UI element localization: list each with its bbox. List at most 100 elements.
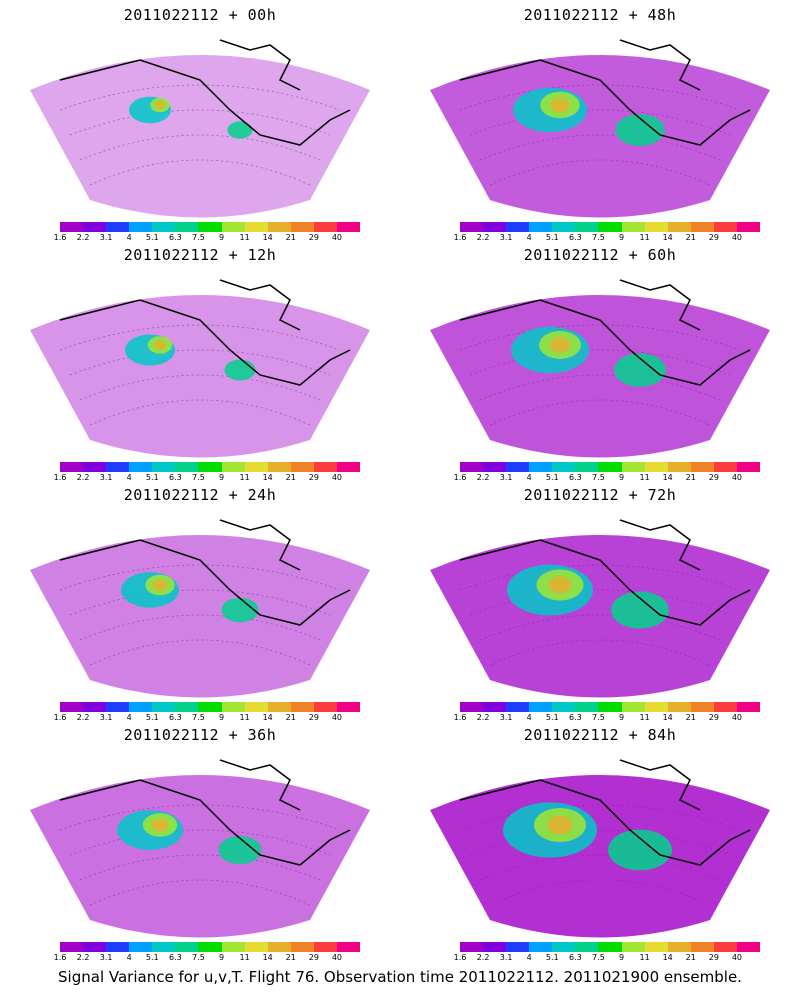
colorbar-swatch: [313, 942, 337, 952]
colorbar-swatch: [552, 702, 576, 712]
coastline: [219, 39, 301, 91]
colorbar-label: 2.2: [476, 713, 490, 722]
colorbar-label: 4: [126, 713, 132, 722]
colorbar-swatch: [129, 222, 153, 232]
colorbar-swatch: [106, 702, 130, 712]
variance-field: [30, 535, 370, 698]
colorbar-label: 7.5: [592, 233, 605, 242]
colorbar-swatch: [175, 222, 199, 232]
coastline: [219, 279, 301, 331]
colorbar-swatch: [736, 702, 761, 712]
colorbar-swatch: [175, 462, 199, 472]
variance-field: [430, 295, 770, 458]
colorbar-swatch: [175, 702, 199, 712]
colorbar-swatch: [736, 462, 761, 472]
colorbar-label: 11: [639, 473, 650, 482]
colorbar-swatch: [529, 942, 553, 952]
colorbar-label: 3.1: [499, 953, 513, 962]
variance-blob: [221, 597, 259, 623]
colorbar-swatch: [336, 942, 361, 952]
colorbar-label: 3.1: [99, 713, 113, 722]
coastline: [619, 519, 701, 571]
colorbar-swatch: [336, 462, 361, 472]
colorbar-swatch: [690, 222, 714, 232]
colorbar-label: 3.1: [99, 953, 113, 962]
colorbar-label: 9: [618, 953, 625, 962]
coastline: [219, 759, 301, 811]
colorbar-swatch: [290, 942, 314, 952]
colorbar-swatch: [336, 702, 361, 712]
colorbar-swatch: [713, 942, 737, 952]
coastline: [459, 779, 751, 866]
colorbar-swatch: [267, 942, 291, 952]
colorbar-swatch: [483, 942, 507, 952]
colorbar-label: 6.3: [169, 713, 182, 722]
colorbar-label: 3.1: [99, 473, 113, 482]
colorbar-label: 11: [239, 233, 250, 242]
colorbar-label: 29: [308, 713, 319, 722]
variance-blob: [614, 353, 666, 387]
colorbar-swatch: [598, 942, 622, 952]
colorbar-swatch: [552, 222, 576, 232]
colorbar-label: 6.3: [169, 233, 182, 242]
colorbar-swatch: [152, 222, 176, 232]
colorbar-swatch: [221, 222, 245, 232]
colorbar-swatch: [152, 462, 176, 472]
colorbar-swatch: [483, 222, 507, 232]
colorbar-label: 5.1: [545, 713, 559, 722]
colorbar-label: 40: [331, 713, 343, 722]
colorbar-swatch: [83, 702, 107, 712]
colorbar-swatch: [460, 702, 484, 712]
variance-blob: [611, 591, 669, 629]
colorbar-swatch: [460, 462, 484, 472]
colorbar-swatch: [60, 222, 84, 232]
panel-72h: 2011022112 + 72h 1.6 2.2 3.1 4 5.1 6.3 7.5 9 11 1…: [400, 480, 800, 725]
colorbar-label: 2.2: [76, 953, 90, 962]
colorbar-label: 14: [662, 953, 673, 962]
panel-title: 2011022112 + 60h: [523, 246, 677, 264]
colorbar-swatch: [621, 222, 645, 232]
colorbar-label: 2.2: [76, 233, 90, 242]
colorbar-swatch: [198, 462, 222, 472]
colorbar-label: 9: [218, 233, 225, 242]
colorbar-label: 7.5: [592, 713, 605, 722]
colorbar-swatch: [460, 222, 484, 232]
colorbar-swatch: [244, 222, 268, 232]
colorbar-label: 7.5: [192, 713, 205, 722]
colorbar-label: 14: [262, 473, 273, 482]
colorbar-swatch: [667, 942, 691, 952]
colorbar-swatches: [60, 942, 361, 952]
colorbar-label: 14: [662, 713, 673, 722]
variance-map: [430, 279, 770, 458]
colorbar-labels: 1.6 2.2 3.1 4 5.1 6.3 7.5 9 11 14 21 29 40: [54, 472, 360, 482]
colorbar-label: 40: [331, 473, 343, 482]
colorbar-label: 2.2: [476, 233, 490, 242]
colorbar-swatch: [506, 462, 530, 472]
colorbar-swatch: [713, 702, 737, 712]
variance-map: [430, 519, 770, 698]
colorbar-label: 29: [308, 953, 319, 962]
colorbar-label: 9: [218, 473, 225, 482]
variance-map: [30, 519, 370, 698]
colorbar-swatch: [644, 222, 668, 232]
variance-map: [430, 759, 770, 938]
colorbar-label: 29: [308, 233, 319, 242]
colorbar-label: 40: [731, 473, 743, 482]
colorbar-swatch: [552, 942, 576, 952]
colorbar-label: 6.3: [569, 713, 582, 722]
colorbar-label: 7.5: [192, 233, 205, 242]
panel-title: 2011022112 + 72h: [523, 486, 677, 504]
colorbar-swatch: [60, 942, 84, 952]
colorbar-label: 29: [708, 473, 719, 482]
colorbar-label: 1.6: [453, 473, 467, 482]
panel-00h: 2011022112 + 00h 1.6 2.2 3.1 4 5.1 6.3 7.5 9 11 1…: [0, 0, 400, 245]
variance-blob: [549, 337, 571, 353]
colorbar-label: 29: [308, 473, 319, 482]
colorbar-label: 5.1: [145, 953, 159, 962]
colorbar-label: 21: [685, 233, 696, 242]
colorbar-swatch: [483, 702, 507, 712]
colorbar-swatch: [736, 222, 761, 232]
colorbar-swatch: [713, 462, 737, 472]
colorbar-label: 29: [708, 233, 719, 242]
variance-blob: [154, 340, 166, 350]
